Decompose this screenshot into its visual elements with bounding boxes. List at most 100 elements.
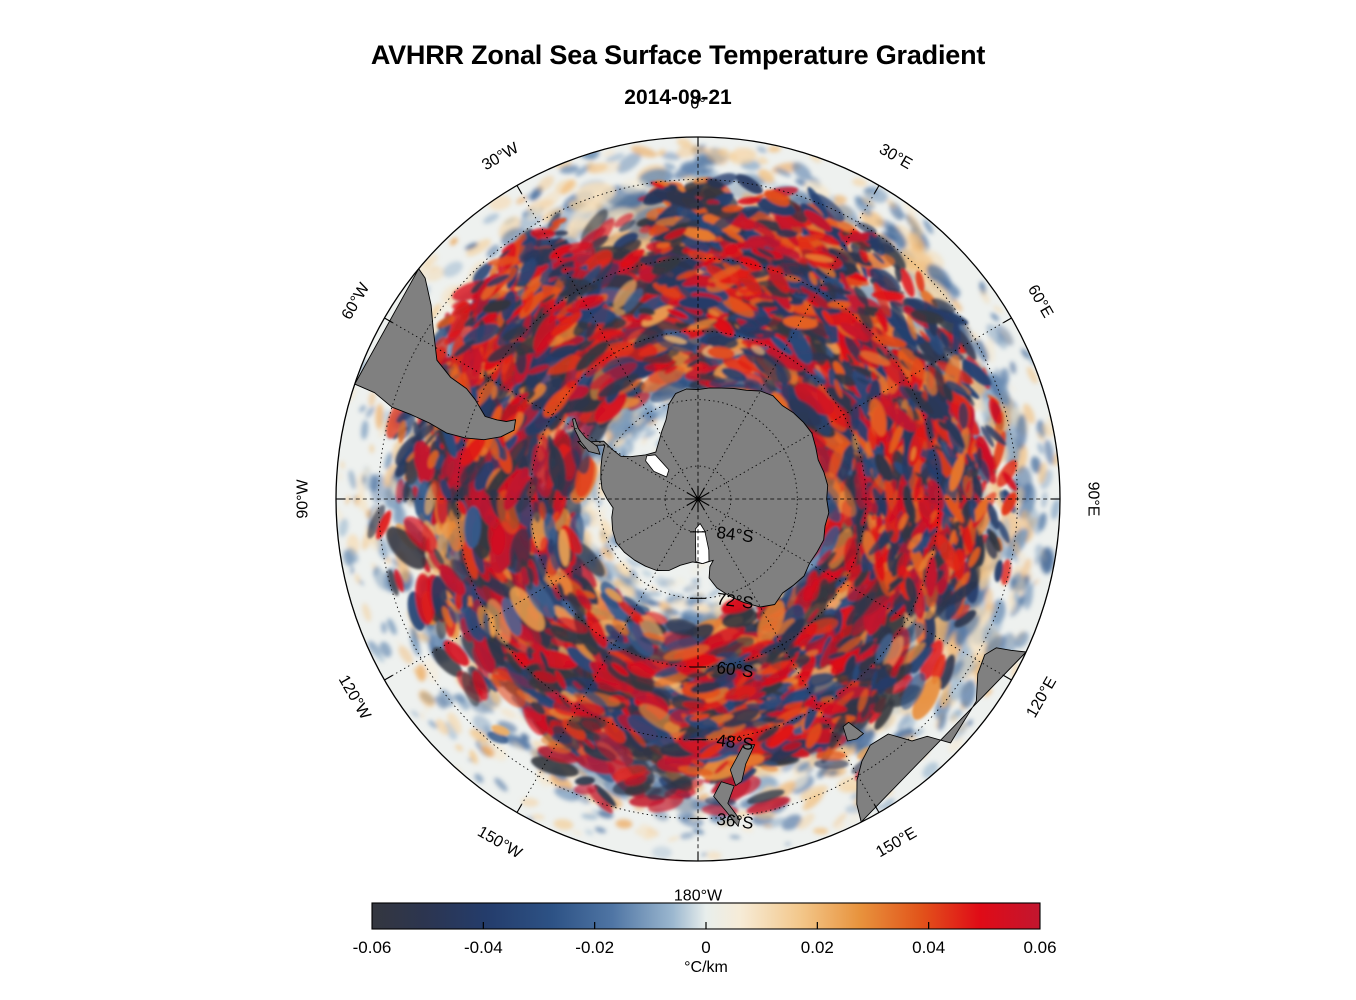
eddy-patch <box>423 704 429 713</box>
eddy-patch <box>597 498 602 508</box>
eddy-patch <box>980 289 990 304</box>
eddy-patch <box>338 471 343 482</box>
eddy-patch <box>591 809 600 815</box>
eddy-patch <box>577 766 611 786</box>
eddy-patch <box>641 437 648 445</box>
eddy-patch <box>345 495 351 505</box>
eddy-patch <box>423 658 439 683</box>
eddy-patch <box>663 163 676 170</box>
eddy-patch <box>1014 631 1029 648</box>
eddy-patch <box>701 853 708 856</box>
eddy-patch <box>520 733 530 741</box>
eddy-patch <box>381 621 387 634</box>
eddy-patch <box>833 195 847 204</box>
eddy-patch <box>605 153 625 163</box>
eddy-patch <box>442 261 463 278</box>
eddy-patch <box>378 420 389 438</box>
eddy-patch <box>686 584 699 590</box>
page-title: AVHRR Zonal Sea Surface Temperature Grad… <box>370 40 986 70</box>
eddy-patch <box>990 312 1000 322</box>
eddy-patch <box>645 591 662 597</box>
eddy-patch <box>434 695 448 709</box>
eddy-patch <box>594 826 607 834</box>
eddy-patch <box>690 568 700 575</box>
eddy-patch <box>369 444 375 454</box>
eddy-patch <box>768 145 781 153</box>
eddy-patch <box>559 164 580 174</box>
eddy-patch <box>1030 456 1042 474</box>
eddy-patch <box>1033 578 1039 586</box>
eddy-patch <box>734 147 749 159</box>
eddy-patch <box>784 842 791 846</box>
eddy-patch <box>1026 366 1038 384</box>
eddy-patch <box>359 405 366 413</box>
eddy-patch <box>1028 572 1033 581</box>
eddy-patch <box>667 836 680 842</box>
eddy-patch <box>618 561 631 578</box>
eddy-patch <box>1009 361 1017 375</box>
eddy-patch <box>410 710 420 718</box>
eddy-patch <box>340 460 345 470</box>
eddy-patch <box>1021 348 1030 360</box>
page-subtitle: 2014-09-21 <box>624 86 732 109</box>
eddy-patch <box>536 771 552 786</box>
eddy-patch <box>521 797 539 807</box>
eddy-patch <box>365 406 375 418</box>
eddy-patch <box>1008 593 1015 613</box>
eddy-patch <box>1018 552 1026 565</box>
eddy-patch <box>466 238 492 257</box>
eddy-patch <box>897 711 912 731</box>
eddy-patch <box>923 219 934 235</box>
eddy-patch <box>618 573 632 587</box>
eddy-patch <box>581 813 599 820</box>
eddy-patch <box>650 423 657 427</box>
eddy-patch <box>1010 594 1026 617</box>
eddy-patch <box>675 577 686 586</box>
eddy-patch <box>745 172 779 189</box>
eddy-patch <box>886 199 896 209</box>
eddy-patch <box>805 765 815 775</box>
eddy-patch <box>967 719 973 727</box>
eddy-patch <box>656 149 666 156</box>
eddy-patch <box>795 178 808 187</box>
eddy-patch <box>1041 491 1048 509</box>
eddy-patch <box>626 558 638 567</box>
eddy-patch <box>449 237 458 246</box>
eddy-patch <box>1025 584 1034 606</box>
eddy-patch <box>336 507 345 523</box>
eddy-patch <box>1037 432 1045 443</box>
eddy-patch <box>603 560 622 579</box>
eddy-patch <box>616 152 642 173</box>
eddy-patch <box>392 503 401 524</box>
eddy-patch <box>1050 498 1060 520</box>
eddy-patch <box>500 708 517 719</box>
eddy-patch <box>584 829 594 836</box>
eddy-patch <box>420 711 425 720</box>
eddy-patch <box>1000 367 1010 385</box>
eddy-patch <box>531 814 545 820</box>
eddy-patch <box>852 178 867 187</box>
eddy-patch <box>679 832 695 840</box>
eddy-patch <box>661 152 681 161</box>
eddy-patch <box>948 736 964 753</box>
eddy-patch <box>464 242 479 251</box>
eddy-patch <box>553 818 574 830</box>
eddy-patch <box>729 834 741 840</box>
eddy-patch <box>654 578 660 583</box>
eddy-patch <box>615 819 633 829</box>
eddy-patch <box>354 573 361 584</box>
eddy-patch <box>967 615 991 654</box>
eddy-patch <box>740 164 751 168</box>
eddy-patch <box>361 420 369 440</box>
eddy-patch <box>1009 384 1016 393</box>
eddy-patch <box>706 851 722 860</box>
eddy-patch <box>1011 661 1019 679</box>
eddy-patch <box>951 298 963 312</box>
eddy-patch <box>577 768 588 779</box>
eddy-patch <box>428 720 438 729</box>
eddy-patch <box>797 813 815 830</box>
eddy-patch <box>996 324 1014 346</box>
eddy-patch <box>595 161 621 174</box>
eddy-patch <box>370 473 387 504</box>
